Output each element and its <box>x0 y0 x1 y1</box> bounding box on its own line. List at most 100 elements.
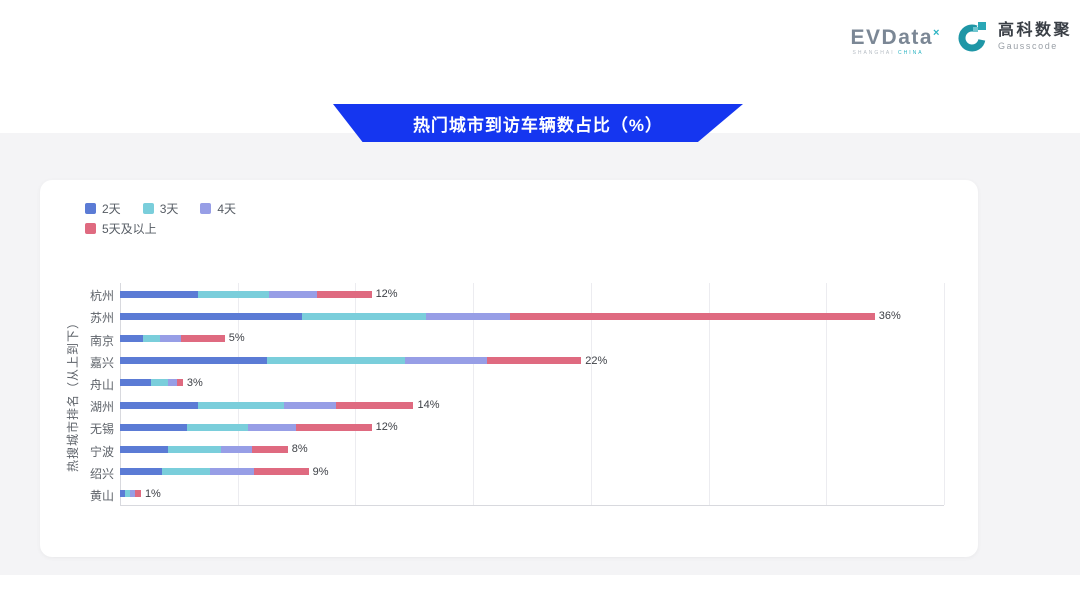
bar-segment-5天及以上[interactable] <box>509 312 875 320</box>
city-label-9: 黄山 <box>89 488 114 503</box>
legend-label: 3天 <box>159 202 179 216</box>
city-label-7: 宁波 <box>89 444 114 459</box>
bar-segment-2天[interactable] <box>120 423 188 431</box>
city-label-2: 南京 <box>89 333 114 348</box>
legend-label: 4天 <box>217 202 237 216</box>
city-label-5: 湖州 <box>89 400 114 415</box>
city-label-3: 嘉兴 <box>89 355 114 370</box>
chart-legend: 2天 3天 4天 5天及以上 <box>85 201 320 241</box>
bar-segment-5天及以上[interactable] <box>317 290 372 298</box>
bar-value-label: 12% <box>375 421 398 434</box>
bar-segment-3天[interactable] <box>151 379 169 387</box>
bar-value-label: 8% <box>291 443 308 456</box>
bar-segment-2天[interactable] <box>120 445 169 453</box>
bar-segment-3天[interactable] <box>266 357 406 365</box>
bar-segment-2天[interactable] <box>120 290 198 298</box>
legend-item-0[interactable]: 2天 <box>85 201 121 216</box>
gausscode-g-icon <box>958 22 986 52</box>
bar-value-label: 3% <box>186 376 203 389</box>
bar-row-2: 5% <box>120 327 245 349</box>
bar-segment-2天[interactable] <box>120 468 162 476</box>
gridline <box>237 283 239 505</box>
y-axis-line <box>120 283 121 505</box>
bar-segment-2天[interactable] <box>120 357 267 365</box>
bar-segment-3天[interactable] <box>197 401 284 409</box>
bar-row-3: 22% <box>120 350 607 372</box>
bar-segment-4天[interactable] <box>130 490 135 498</box>
bar-segment-4天[interactable] <box>283 401 336 409</box>
bar-row-5: 14% <box>120 394 440 416</box>
bar-segment-3天[interactable] <box>302 312 427 320</box>
bar-segment-4天[interactable] <box>426 312 510 320</box>
evdata-x-icon: × <box>933 27 941 39</box>
bar-segment-3天[interactable] <box>161 468 211 476</box>
gridline <box>826 283 828 505</box>
gridline <box>944 283 945 505</box>
legend-label: 5天及以上 <box>102 222 157 236</box>
legend-item-2[interactable]: 4天 <box>200 201 236 216</box>
chart-card: 2天 3天 4天 5天及以上 热搜城市排名（从上到下） 杭州 12% 苏州 36% 南京 5% 嘉… <box>40 180 978 557</box>
gausscode-cn: 高科数聚 <box>997 21 1072 39</box>
city-label-0: 杭州 <box>89 289 114 304</box>
bar-value-label: 12% <box>375 288 398 301</box>
bar-segment-2天[interactable] <box>120 379 152 387</box>
bar-row-4: 3% <box>120 372 203 394</box>
bar-segment-4天[interactable] <box>247 423 297 431</box>
legend-swatch-icon <box>85 203 96 214</box>
bar-value-label: 22% <box>585 354 608 367</box>
gridline <box>473 283 475 505</box>
bar-value-label: 5% <box>228 332 245 345</box>
title-banner: 热门城市到访车辆数占比（%） <box>333 104 743 142</box>
bar-segment-4天[interactable] <box>168 379 177 387</box>
legend-item-1[interactable]: 3天 <box>142 201 179 216</box>
bar-segment-3天[interactable] <box>187 423 248 431</box>
bar-segment-5天及以上[interactable] <box>134 490 141 498</box>
bar-row-8: 9% <box>120 461 329 483</box>
city-label-4: 舟山 <box>89 377 114 392</box>
bar-segment-2天[interactable] <box>120 312 303 320</box>
bar-segment-4天[interactable] <box>220 445 253 453</box>
bar-value-label: 36% <box>878 310 901 323</box>
bar-segment-5天及以上[interactable] <box>176 379 183 387</box>
bar-row-1: 36% <box>120 305 901 327</box>
evdata-logo-text: EVData× <box>850 26 941 49</box>
bar-row-7: 8% <box>120 438 308 460</box>
legend-label: 2天 <box>102 202 121 216</box>
bar-segment-3天[interactable] <box>143 334 160 342</box>
legend-swatch-icon <box>85 223 96 234</box>
bar-segment-2天[interactable] <box>120 490 126 498</box>
x-axis-line <box>120 505 944 506</box>
bar-segment-3天[interactable] <box>197 290 269 298</box>
gridline <box>708 283 710 505</box>
bar-segment-2天[interactable] <box>120 401 198 409</box>
gausscode-logo: 高科数聚 Gausscode <box>957 19 1072 53</box>
legend-swatch-icon <box>142 203 154 214</box>
bar-segment-4天[interactable] <box>405 357 487 365</box>
bar-segment-5天及以上[interactable] <box>335 401 414 409</box>
bar-segment-3天[interactable] <box>125 490 131 498</box>
legend-swatch-icon <box>200 203 212 214</box>
bar-segment-2天[interactable] <box>120 334 144 342</box>
bar-value-label: 1% <box>144 487 161 500</box>
bar-value-label: 14% <box>417 399 440 412</box>
bar-row-6: 12% <box>120 416 398 438</box>
gridline <box>355 283 357 505</box>
bar-segment-5天及以上[interactable] <box>486 357 582 365</box>
header-logos: EVData× SHANGHAI CHINA 高科数聚 Gausscode <box>850 19 1072 57</box>
bar-segment-4天[interactable] <box>210 468 255 476</box>
bar-segment-5天及以上[interactable] <box>254 468 309 476</box>
bar-row-0: 12% <box>120 283 398 305</box>
bar-row-9: 1% <box>120 483 161 505</box>
evdata-logo: EVData× SHANGHAI CHINA <box>850 19 941 57</box>
city-label-6: 无锡 <box>89 422 114 437</box>
bar-segment-4天[interactable] <box>159 334 181 342</box>
city-label-8: 绍兴 <box>89 466 114 481</box>
bar-segment-5天及以上[interactable] <box>180 334 225 342</box>
bar-segment-5天及以上[interactable] <box>296 423 372 431</box>
legend-item-3[interactable]: 5天及以上 <box>85 221 157 236</box>
evdata-logo-subtext: SHANGHAI CHINA <box>852 50 924 56</box>
bar-segment-3天[interactable] <box>168 445 221 453</box>
bar-segment-5天及以上[interactable] <box>252 445 288 453</box>
bar-segment-4天[interactable] <box>268 290 318 298</box>
